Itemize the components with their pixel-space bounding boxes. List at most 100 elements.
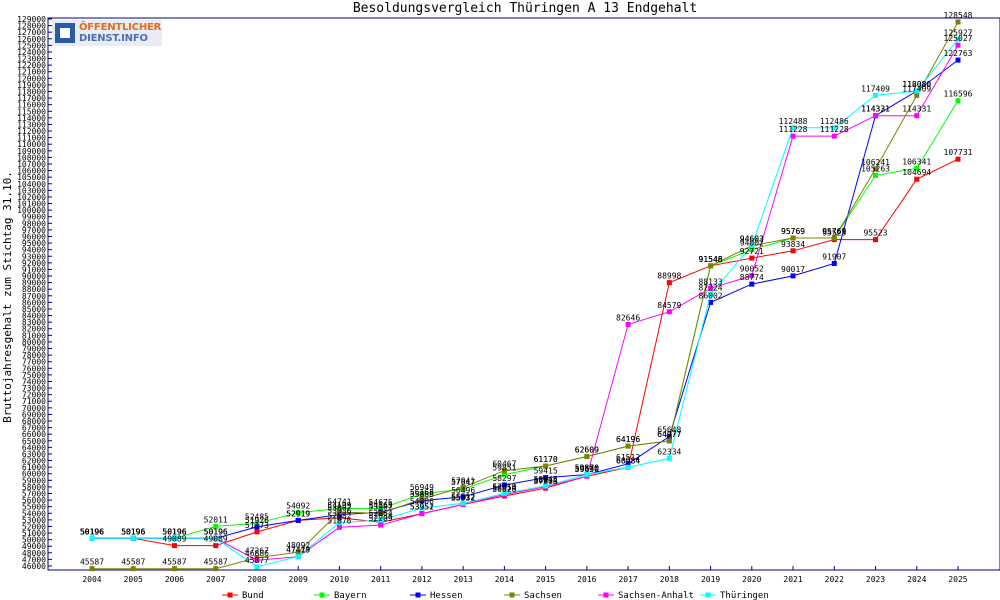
y-tick-label: 111000 xyxy=(17,134,46,143)
data-label: 114331 xyxy=(902,105,931,114)
y-tick-label: 72000 xyxy=(22,391,46,400)
data-point xyxy=(295,554,301,560)
data-label: 95769 xyxy=(781,227,805,236)
x-tick-label: 2004 xyxy=(82,575,101,584)
data-label: 52011 xyxy=(204,515,228,524)
x-tick-label: 2025 xyxy=(948,575,967,584)
logo-text-line2: DIENST.INFO xyxy=(79,33,148,44)
data-label: 95769 xyxy=(822,227,846,236)
legend-marker xyxy=(319,592,325,598)
data-point xyxy=(336,512,342,518)
data-point xyxy=(336,505,342,511)
data-point xyxy=(254,555,260,561)
y-tick-label: 69000 xyxy=(22,410,46,419)
data-label: 60467 xyxy=(492,460,516,469)
data-label: 53802 xyxy=(327,504,351,513)
data-point xyxy=(955,57,961,63)
x-tick-label: 2021 xyxy=(783,575,802,584)
legend-marker xyxy=(509,592,515,598)
y-tick-label: 88000 xyxy=(22,285,46,294)
data-label: 114321 xyxy=(861,105,890,114)
y-tick-label: 78000 xyxy=(22,351,46,360)
data-label: 61170 xyxy=(534,455,558,464)
data-point xyxy=(666,455,672,461)
legend-marker xyxy=(415,592,421,598)
data-label: 47413 xyxy=(286,546,310,555)
y-tick-label: 62000 xyxy=(22,457,46,466)
data-point xyxy=(419,511,425,517)
legend-item-th-ringen: Thüringen xyxy=(700,591,769,600)
data-point xyxy=(419,491,425,497)
data-label: 50196 xyxy=(80,527,104,536)
data-point xyxy=(460,500,466,506)
data-label: 125927 xyxy=(944,28,973,37)
y-tick-label: 110000 xyxy=(17,140,46,149)
y-tick-label: 113000 xyxy=(17,120,46,129)
data-label: 91907 xyxy=(822,252,846,261)
x-tick-label: 2014 xyxy=(495,575,514,584)
data-label: 93834 xyxy=(781,240,805,249)
y-tick-label: 46000 xyxy=(22,562,46,571)
x-axis: 2004 2005 2006 2007 2008 2009 2010 2011 2012 2013… xyxy=(82,566,968,584)
data-point xyxy=(295,510,301,516)
data-label: 56949 xyxy=(410,483,434,492)
y-axis-label: Bruttojahresgehalt zum Stichtag 31.10. xyxy=(1,171,14,423)
data-label: 50196 xyxy=(121,527,145,536)
data-point xyxy=(336,520,342,526)
data-point xyxy=(213,523,219,529)
data-label: 112488 xyxy=(779,117,808,126)
data-point xyxy=(955,36,961,42)
data-label: 59870 xyxy=(575,464,599,473)
data-label: 87224 xyxy=(699,283,723,292)
y-tick-label: 49000 xyxy=(22,542,46,551)
data-label: 95769 xyxy=(822,227,846,236)
data-point xyxy=(501,490,507,496)
data-point xyxy=(130,535,136,541)
y-tick-label: 102000 xyxy=(17,193,46,202)
data-point xyxy=(584,472,590,478)
legend-label: Hessen xyxy=(430,591,463,600)
data-label: 50196 xyxy=(162,527,186,536)
data-point xyxy=(831,235,837,241)
data-point xyxy=(336,509,342,515)
y-tick-label: 112000 xyxy=(17,127,46,136)
data-point xyxy=(666,280,672,286)
data-point xyxy=(708,291,714,297)
data-label: 106341 xyxy=(902,157,931,166)
x-tick-label: 2008 xyxy=(247,575,266,584)
data-label: 47267 xyxy=(245,547,269,556)
data-point xyxy=(666,438,672,444)
series-line-bayern xyxy=(92,100,959,539)
data-label: 61170 xyxy=(534,455,558,464)
data-label: 111228 xyxy=(820,125,849,134)
y-tick-label: 77000 xyxy=(22,358,46,367)
data-label: 60984 xyxy=(616,456,640,465)
legend-label: Sachsen-Anhalt xyxy=(618,591,694,600)
data-label: 52485 xyxy=(245,512,269,521)
x-tick-label: 2020 xyxy=(742,575,761,584)
data-point xyxy=(873,166,879,172)
data-point xyxy=(501,468,507,474)
data-point xyxy=(749,281,755,287)
x-tick-label: 2016 xyxy=(577,575,596,584)
data-point xyxy=(831,125,837,131)
data-label: 64196 xyxy=(616,435,640,444)
data-label: 54806 xyxy=(410,497,434,506)
y-tick-label: 61000 xyxy=(22,463,46,472)
data-label: 53987 xyxy=(369,502,393,511)
data-label: 125027 xyxy=(944,34,973,43)
y-tick-label: 129000 xyxy=(17,15,46,24)
series-layer xyxy=(89,19,961,572)
y-tick-label: 100000 xyxy=(17,206,46,215)
series-th-ringen xyxy=(89,36,961,570)
data-label: 56168 xyxy=(410,488,434,497)
data-label: 55888 xyxy=(410,490,434,499)
legend-label: Bayern xyxy=(334,591,367,600)
data-label: 94002 xyxy=(740,239,764,248)
data-point xyxy=(254,529,260,535)
legend: Bund Bayern Hessen Sachsen Sachsen-Anhalt Thü… xyxy=(222,591,769,600)
data-point xyxy=(914,88,920,94)
x-tick-label: 2012 xyxy=(412,575,431,584)
data-point xyxy=(955,42,961,48)
data-label: 54199 xyxy=(327,501,351,510)
